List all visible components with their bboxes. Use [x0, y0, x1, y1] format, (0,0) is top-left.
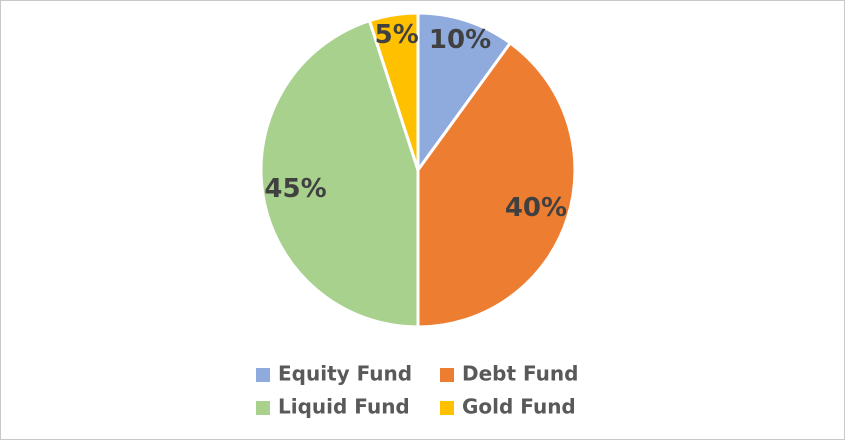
data-label: 10%	[429, 25, 491, 55]
pie-slice	[416, 11, 513, 175]
legend-label: Liquid Fund	[278, 395, 410, 419]
legend-swatch	[440, 401, 454, 415]
legend-swatch	[256, 368, 270, 382]
legend-label: Gold Fund	[462, 395, 576, 419]
data-label: 40%	[505, 193, 567, 223]
legend-label: Equity Fund	[278, 362, 412, 386]
legend-swatch	[256, 401, 270, 415]
legend-label: Debt Fund	[462, 362, 578, 386]
pie-slice	[367, 11, 420, 171]
legend-swatch	[440, 368, 454, 382]
pie-slice	[416, 40, 577, 329]
pie-slice	[259, 18, 420, 329]
data-label: 5%	[375, 20, 419, 50]
data-label: 45%	[264, 174, 326, 204]
